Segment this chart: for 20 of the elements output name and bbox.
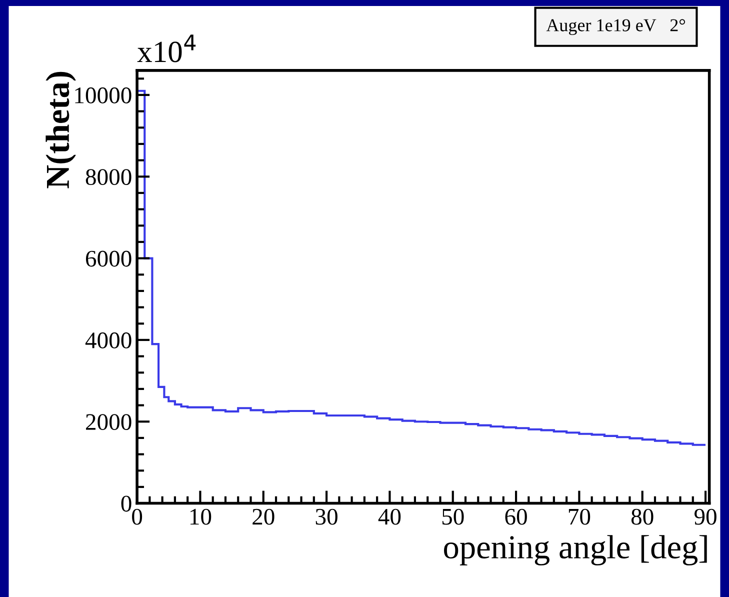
text: Auger 1e19 eV 2° [546,19,686,36]
y-tick-label: 10000 [75,87,132,104]
x-tick-label: 20 [252,508,274,525]
x-tick-label: 30 [316,508,338,525]
y-tick-label: 6000 [86,250,132,267]
x-tick-label: 60 [505,508,527,525]
y-tick-label: 4000 [85,332,132,348]
text: x10$^{4}$ [137,34,196,62]
x-tick-label: 80 [631,508,654,525]
x-tick-label: 70 [568,508,590,525]
x-tick-label: 10 [190,508,212,525]
x-tick-label: 0 [132,508,142,525]
x-tick-label: 40 [378,508,401,525]
y-tick-label: 2000 [86,414,132,430]
x-tick-label: 90 [694,508,716,525]
x-tick-label: 50 [442,508,464,525]
y-tick-label: 0 [121,496,132,512]
x-axis-title: opening angle [deg] [444,535,707,566]
y-tick-label: 8000 [86,169,132,186]
y-axis-title: N(theta) [46,72,76,188]
